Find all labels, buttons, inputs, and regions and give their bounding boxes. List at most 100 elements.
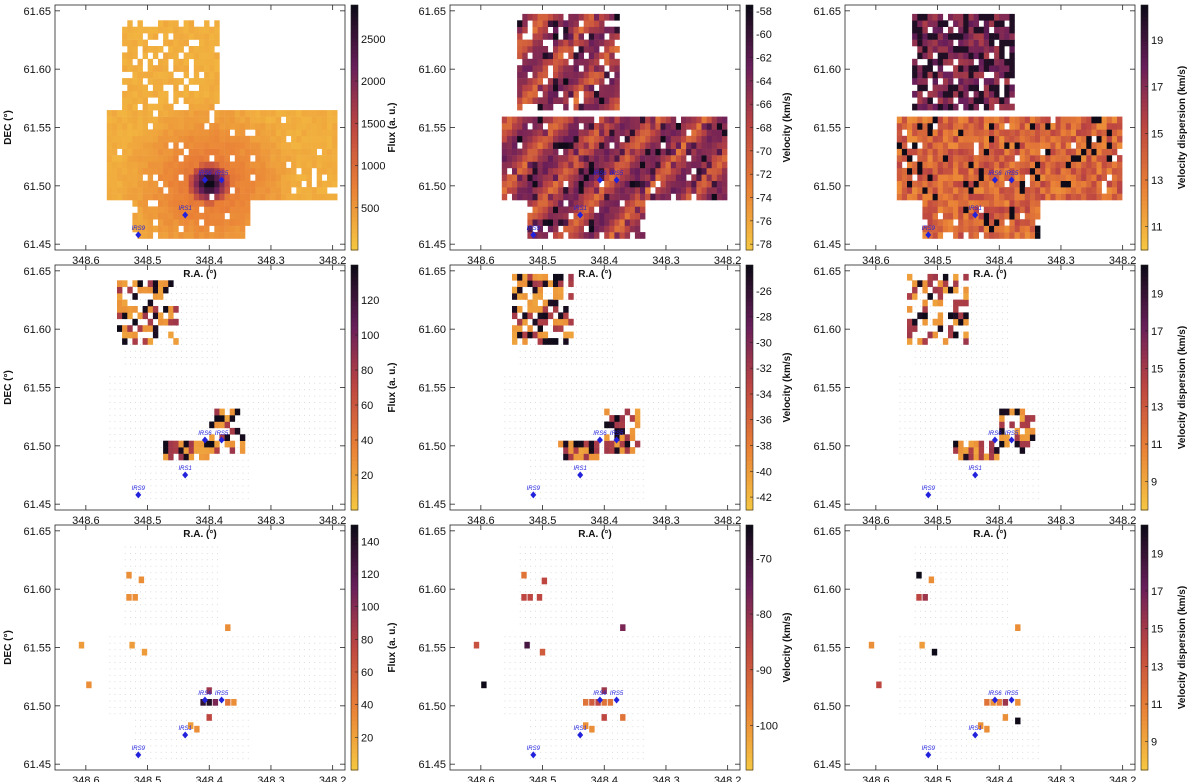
data-pixel <box>1029 155 1036 162</box>
data-pixel <box>168 148 174 156</box>
data-pixel <box>1035 148 1041 156</box>
data-pixel <box>260 193 266 201</box>
grid-dot <box>581 421 583 423</box>
data-pixel <box>1050 135 1056 143</box>
data-pixel <box>958 129 964 137</box>
data-pixel <box>286 110 292 117</box>
data-pixel <box>1040 129 1046 137</box>
grid-dot <box>263 421 264 423</box>
colorbar-step <box>1141 9 1148 14</box>
colorbar-step <box>351 94 358 100</box>
data-pixel <box>1029 180 1036 188</box>
data-pixel <box>229 148 236 156</box>
grid-dot <box>206 472 208 474</box>
grid-dot <box>247 389 249 391</box>
grid-dot <box>586 414 588 416</box>
colorbar-step <box>1141 123 1148 129</box>
data-pixel <box>158 84 164 92</box>
data-pixel <box>168 206 174 214</box>
data-pixel <box>1004 232 1010 239</box>
grid-dot <box>576 357 577 358</box>
grid-dot <box>191 357 193 358</box>
grid-dot <box>124 293 126 294</box>
data-pixel <box>568 161 574 169</box>
data-pixel <box>506 148 513 156</box>
colorbar-step <box>351 111 358 116</box>
grid-dot <box>176 286 177 288</box>
data-pixel <box>968 129 974 137</box>
data-pixel <box>912 20 918 27</box>
colorbar-step <box>351 301 358 307</box>
data-pixel <box>1081 129 1087 137</box>
data-pixel <box>260 180 266 188</box>
data-pixel <box>594 193 600 201</box>
data-pixel <box>989 135 995 143</box>
data-pixel <box>517 135 523 143</box>
data-pixel <box>937 161 944 169</box>
data-pixel <box>547 180 554 188</box>
grid-dot <box>540 363 542 365</box>
data-pixel <box>968 225 974 233</box>
data-pixel <box>691 116 697 124</box>
data-pixel <box>527 180 533 188</box>
data-pixel <box>147 103 154 111</box>
data-pixel <box>1091 167 1097 175</box>
grid-dot <box>145 421 147 423</box>
grid-dot <box>217 472 218 474</box>
grid-dot <box>119 389 121 391</box>
grid-dot <box>211 382 213 384</box>
grid-dot <box>181 466 182 468</box>
grid-dot <box>278 453 280 455</box>
data-pixel <box>506 135 513 143</box>
data-pixel <box>147 148 154 156</box>
y-tick-label: 61.50 <box>23 441 51 453</box>
grid-dot <box>196 344 198 346</box>
data-pixel <box>932 103 938 111</box>
data-pixel <box>260 129 266 137</box>
data-pixel <box>558 13 564 21</box>
data-pixel <box>239 161 246 169</box>
grid-dot <box>186 376 188 378</box>
grid-dot <box>540 485 542 487</box>
data-pixel <box>1091 193 1097 201</box>
data-pixel <box>573 193 579 201</box>
data-pixel <box>188 90 195 98</box>
grid-dot <box>591 305 593 307</box>
data-pixel <box>152 180 159 188</box>
data-pixel <box>224 135 230 143</box>
data-pixel <box>614 135 620 143</box>
data-pixel <box>178 180 184 188</box>
grid-dot <box>186 312 188 314</box>
data-pixel <box>583 97 590 104</box>
data-pixel <box>1086 135 1092 143</box>
data-pixel <box>686 167 692 175</box>
data-pixel <box>224 180 230 188</box>
grid-dot <box>514 408 516 410</box>
grid-dot <box>565 376 567 378</box>
data-pixel <box>922 129 928 137</box>
data-pixel <box>701 174 707 181</box>
grid-dot <box>186 421 188 423</box>
data-pixel <box>199 33 205 40</box>
data-pixel <box>296 116 302 124</box>
grid-dot <box>596 337 598 339</box>
grid-dot <box>160 331 162 333</box>
data-pixel <box>619 155 625 162</box>
data-pixel <box>193 129 200 137</box>
data-pixel <box>1004 167 1010 175</box>
data-pixel <box>983 232 990 239</box>
grid-dot <box>581 382 583 384</box>
data-pixel <box>1024 123 1031 130</box>
grid-dot <box>530 402 531 403</box>
grid-dot <box>206 414 208 416</box>
data-pixel <box>978 135 985 143</box>
grid-dot <box>288 395 290 397</box>
data-pixel <box>199 440 205 448</box>
data-pixel <box>629 155 636 162</box>
grid-dot <box>135 389 136 391</box>
data-pixel <box>999 52 1005 60</box>
data-pixel <box>953 180 959 188</box>
data-pixel <box>127 286 133 294</box>
grid-dot <box>560 498 562 500</box>
grid-dot <box>130 421 131 423</box>
